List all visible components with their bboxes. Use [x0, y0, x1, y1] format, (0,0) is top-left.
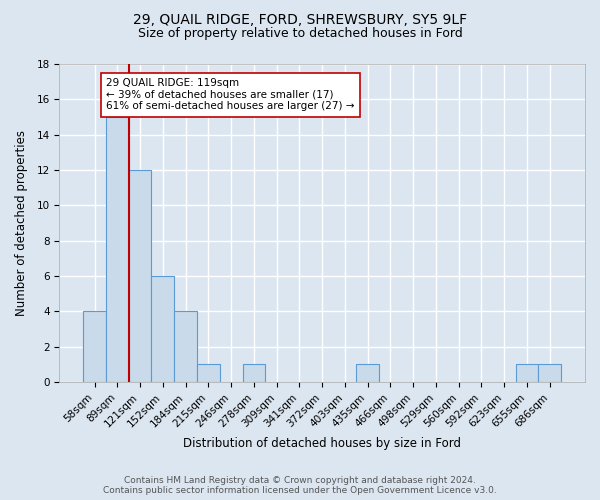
Bar: [129, 170, 151, 382]
Bar: [538, 364, 561, 382]
Bar: [83, 312, 106, 382]
Text: Size of property relative to detached houses in Ford: Size of property relative to detached ho…: [137, 28, 463, 40]
Bar: [197, 364, 220, 382]
Text: 29 QUAIL RIDGE: 119sqm
← 39% of detached houses are smaller (17)
61% of semi-det: 29 QUAIL RIDGE: 119sqm ← 39% of detached…: [106, 78, 355, 112]
Bar: [515, 364, 538, 382]
Y-axis label: Number of detached properties: Number of detached properties: [15, 130, 28, 316]
Bar: [151, 276, 174, 382]
Text: Contains HM Land Registry data © Crown copyright and database right 2024.
Contai: Contains HM Land Registry data © Crown c…: [103, 476, 497, 495]
X-axis label: Distribution of detached houses by size in Ford: Distribution of detached houses by size …: [183, 437, 461, 450]
Bar: [356, 364, 379, 382]
Text: 29, QUAIL RIDGE, FORD, SHREWSBURY, SY5 9LF: 29, QUAIL RIDGE, FORD, SHREWSBURY, SY5 9…: [133, 12, 467, 26]
Bar: [174, 312, 197, 382]
Bar: [106, 117, 129, 382]
Bar: [242, 364, 265, 382]
